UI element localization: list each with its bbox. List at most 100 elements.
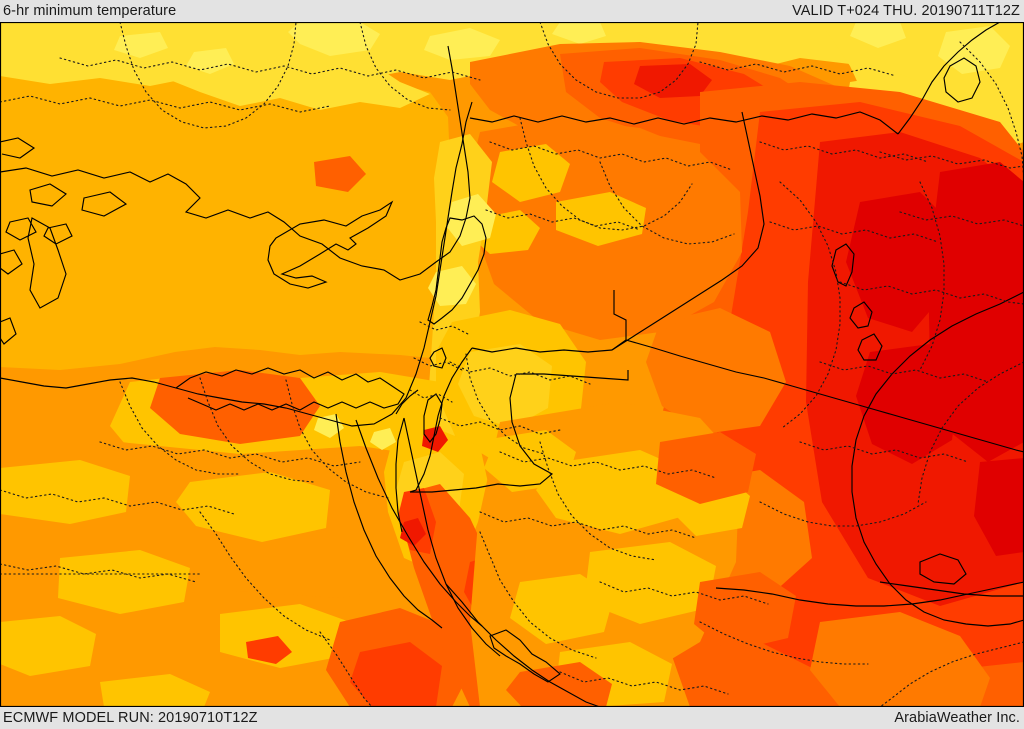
coastline-sinai-west: [355, 419, 483, 627]
border-turkey-iraq-iran: [897, 22, 1001, 135]
border-dotted-jordan-provinces: [449, 361, 591, 385]
contour-red-spot-aqaba: [400, 518, 426, 546]
contour-amber-syria-patch-2: [556, 192, 646, 246]
border-jordan-saudi-diagonal: [625, 339, 1024, 453]
border-dotted-anatolia-mid: [0, 95, 331, 113]
border-dotted-syria-provinces-2: [519, 117, 693, 231]
contour-amber-egypt-patch-6: [100, 674, 210, 707]
coastline-group: [0, 22, 1024, 707]
contour-amber-arabia-3: [584, 542, 716, 624]
border-dotted-egypt-governorates-5: [0, 489, 235, 515]
contour-red-spot-dead-sea: [422, 426, 448, 452]
coastline-turkey-south: [0, 45, 471, 281]
border-dotted-egypt-governorates-1: [119, 381, 241, 475]
coastline-cyprus: [267, 200, 394, 289]
contour-red-orange-egypt-s: [350, 642, 442, 707]
contour-amber-egypt-patch-5: [0, 616, 96, 676]
attribution-label: ArabiaWeather Inc.: [894, 710, 1020, 726]
contour-amber-arabia-1: [536, 450, 690, 534]
contour-pale-yellow-core-3: [552, 22, 606, 44]
border-dotted-iraq-provinces-4: [769, 221, 939, 243]
border-turkey-syria: [469, 111, 899, 135]
contour-golden-jordan-core: [458, 344, 552, 428]
border-dotted-turkey-provinces-2: [119, 22, 297, 129]
contour-orange-tongue-iraq-1: [646, 308, 786, 434]
border-dotted-saudi-provinces-6: [559, 671, 729, 695]
border-dotted-saudi-provinces-2: [539, 441, 657, 561]
coastline-gulf-south: [715, 581, 1024, 607]
border-dotted-egypt-governorates-2: [199, 377, 315, 483]
coastline-gulf-of-suez: [335, 413, 443, 629]
coastline-iraq-lakes: [831, 243, 883, 361]
contour-amber-syria-patch: [492, 144, 570, 202]
border-dotted-iraq-provinces-5: [819, 361, 989, 383]
border-dotted-ne-provinces-3: [899, 211, 1024, 227]
border-syria-iraq: [611, 111, 765, 351]
contour-amber-egypt-patch-3: [58, 550, 190, 614]
contour-orange-se: [810, 612, 990, 707]
contour-red-spot-cyprus: [314, 156, 366, 192]
border-egypt-gaza: [395, 389, 419, 415]
border-saudi-jordan-step: [516, 370, 629, 381]
coastline-nile-delta: [175, 367, 405, 411]
border-dotted-ne-provinces-2: [879, 151, 1024, 169]
border-dotted-egypt-governorates-6: [199, 511, 331, 641]
border-saudi-iraq-south: [879, 581, 1024, 597]
coastline-redsea-east: [445, 583, 601, 707]
temperature-contour-layer: [0, 22, 1024, 707]
border-dotted-saudi-provinces-5: [599, 581, 769, 605]
border-dotted-turkey-provinces: [59, 57, 481, 81]
contour-deep-orange-arabia-3: [694, 572, 796, 652]
contour-yellow-anatolia-2: [150, 22, 430, 110]
coastline-sea-of-galilee: [429, 347, 447, 369]
contour-pale-yellow-core-1: [288, 22, 380, 56]
temperature-map[interactable]: [0, 22, 1024, 707]
border-dotted-egypt-governorates-7: [0, 563, 197, 583]
contour-amber-egypt-patch-1: [0, 460, 130, 524]
contour-pale-yellow-core-2: [424, 28, 500, 60]
coastline-greek-peninsula: [27, 217, 67, 309]
border-dotted-ne-provinces: [959, 41, 1024, 181]
contour-red-spot-n1: [634, 64, 712, 98]
border-dotted-iraq-provinces-3: [839, 281, 1024, 305]
contour-red-spot-west: [246, 636, 292, 664]
border-dotted-iran-provinces-2: [917, 361, 1024, 505]
contour-amber-egypt-patch-2: [176, 472, 330, 542]
border-dotted-iraq-provinces-6: [799, 441, 969, 463]
contour-deep-orange-arabia-1: [656, 432, 756, 504]
contour-fill-group: [0, 22, 1024, 707]
model-run-label: ECMWF MODEL RUN: 20190710T12Z: [3, 710, 258, 726]
contour-amber-mediterranean: [0, 62, 470, 370]
border-dotted-jordan-provinces-2: [465, 353, 545, 455]
border-dotted-jordan-provinces-3: [439, 417, 561, 435]
border-dotted-saudi-provinces-1: [499, 451, 717, 479]
contour-pale-yellow-core-5: [114, 32, 168, 58]
border-dotted-egypt-governorates-3: [285, 379, 389, 499]
border-dotted-syria-provinces-3: [599, 161, 735, 245]
border-dotted-saudi-provinces-7: [699, 621, 869, 665]
coastline-dead-sea: [423, 393, 443, 443]
contour-pale-yellow-levant-2: [428, 266, 476, 306]
contour-pale-yellow-egypt-spot: [370, 428, 396, 450]
contour-deep-red-zagros-2: [846, 192, 950, 332]
border-jordan-iraq: [611, 290, 627, 351]
coastline-gulf-of-aqaba: [403, 417, 501, 657]
coastline-redsea-islands: [489, 629, 561, 683]
contour-pale-yellow-levant: [446, 194, 496, 246]
contour-deep-orange-delta: [150, 370, 320, 444]
contour-deep-red-zagros-3: [856, 344, 960, 464]
border-dotted-iraq-provinces-7: [759, 501, 927, 527]
border-dotted-turkey-provinces-4: [539, 22, 699, 99]
coastline-hammar-marsh: [919, 553, 967, 585]
border-dotted-iraq-provinces-1: [759, 141, 929, 163]
coastline-levant: [0, 101, 473, 427]
coastline-lake-urmia: [943, 57, 981, 103]
border-jordan-saudi-south: [410, 373, 554, 493]
border-dotted-turkey-provinces-5: [699, 61, 897, 77]
coastline-crete-west: [0, 317, 17, 345]
border-dotted-iraq-provinces-2: [779, 181, 841, 429]
contour-pale-yellow-caucasus-2: [850, 22, 906, 48]
border-dotted-saudi-provinces-3: [479, 511, 697, 539]
contour-pale-yellow-core-4: [186, 48, 234, 74]
